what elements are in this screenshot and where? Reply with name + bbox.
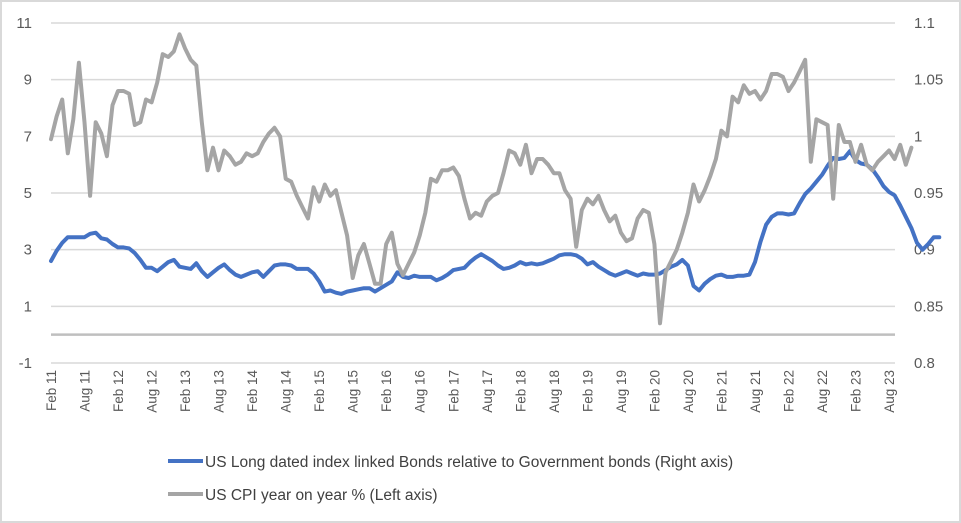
right-axis-tick-label: 0.85 xyxy=(914,298,943,315)
left-axis-tick-label: 3 xyxy=(24,242,32,259)
x-axis-tick-label: Aug 21 xyxy=(748,370,763,413)
right-axis-tick-label: 1.1 xyxy=(914,15,935,32)
x-axis-tick-label: Feb 14 xyxy=(245,370,260,413)
series-cpi xyxy=(49,32,914,326)
legend-label-bonds: US Long dated index linked Bonds relativ… xyxy=(205,454,733,471)
left-axis-ticks: -1 1 3 5 7 9 11 xyxy=(16,15,32,372)
left-axis-tick-label: -1 xyxy=(19,355,32,372)
left-axis-tick-label: 11 xyxy=(16,15,32,32)
x-axis-tick-label: Aug 23 xyxy=(882,370,897,413)
x-axis-tick-label: Aug 12 xyxy=(145,370,160,413)
x-axis-ticks: Feb 11 Aug 11 Feb 12 Aug 12 Feb 13 Aug 13 Feb … xyxy=(44,370,897,413)
x-axis-tick-label: Feb 21 xyxy=(714,370,729,412)
x-axis-tick-label: Feb 19 xyxy=(580,370,595,412)
x-axis-tick-label: Feb 13 xyxy=(178,370,193,412)
x-axis-tick-label: Aug 16 xyxy=(413,370,428,413)
right-axis-tick-label: 0.95 xyxy=(914,185,943,202)
x-axis-tick-label: Feb 15 xyxy=(312,370,327,412)
right-axis-tick-label: 0.8 xyxy=(914,355,935,372)
x-axis-tick-label: Feb 20 xyxy=(647,370,662,412)
cpi-line xyxy=(49,32,914,326)
legend-item-cpi: US CPI year on year % (Left axis) xyxy=(168,487,438,504)
x-axis-tick-label: Aug 17 xyxy=(480,370,495,413)
legend: US Long dated index linked Bonds relativ… xyxy=(168,454,733,504)
x-axis-tick-label: Aug 20 xyxy=(681,370,696,413)
right-axis-tick-label: 1 xyxy=(914,128,922,145)
x-axis-tick-label: Feb 17 xyxy=(446,370,461,412)
left-axis-tick-label: 7 xyxy=(24,128,32,145)
x-axis-tick-label: Feb 18 xyxy=(513,370,528,412)
x-axis-tick-label: Aug 15 xyxy=(346,370,361,413)
legend-label-cpi: US CPI year on year % (Left axis) xyxy=(205,487,438,504)
x-axis-tick-label: Feb 11 xyxy=(44,370,59,411)
x-axis-tick-label: Aug 14 xyxy=(279,370,294,413)
x-axis-tick-label: Feb 12 xyxy=(111,370,126,412)
x-axis-tick-label: Aug 13 xyxy=(212,370,227,413)
x-axis-tick-label: Feb 22 xyxy=(781,370,796,412)
left-axis-tick-label: 9 xyxy=(24,72,32,89)
series-bonds xyxy=(49,149,942,296)
gridlines xyxy=(51,22,895,364)
x-axis-tick-label: Feb 23 xyxy=(849,370,864,412)
x-axis-tick-label: Feb 16 xyxy=(379,370,394,412)
right-axis-tick-label: 1.05 xyxy=(914,72,943,89)
legend-item-bonds: US Long dated index linked Bonds relativ… xyxy=(168,454,733,471)
bonds-line xyxy=(49,149,942,296)
left-axis-tick-label: 1 xyxy=(24,298,32,315)
x-axis-tick-label: Aug 19 xyxy=(614,370,629,413)
x-axis-tick-label: Aug 11 xyxy=(78,370,93,412)
x-axis-tick-label: Aug 18 xyxy=(547,370,562,413)
left-axis-tick-label: 5 xyxy=(24,185,32,202)
series-layer xyxy=(49,32,942,326)
x-axis-tick-label: Aug 22 xyxy=(815,370,830,413)
